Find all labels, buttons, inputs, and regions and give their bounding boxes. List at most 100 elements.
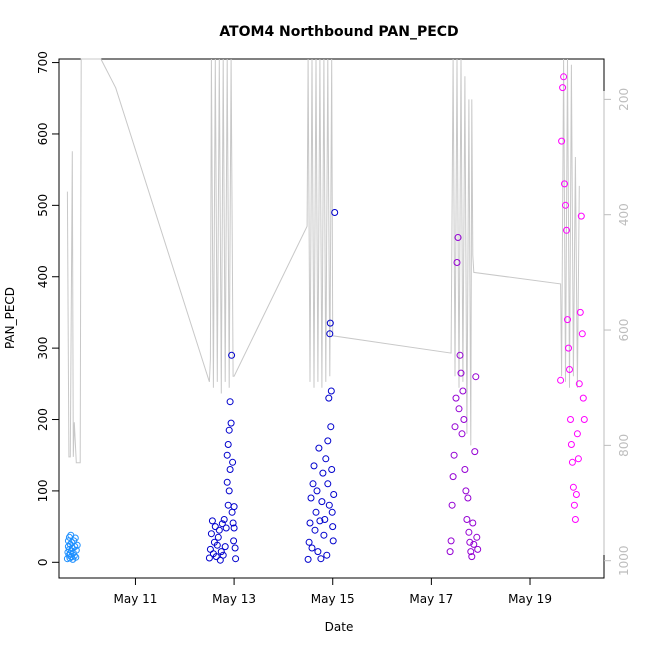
data-point — [225, 487, 233, 495]
data-point — [312, 508, 320, 516]
data-point — [214, 533, 222, 541]
data-point — [469, 519, 477, 527]
data-point — [227, 419, 235, 427]
data-point — [222, 524, 230, 532]
data-point — [452, 394, 460, 402]
data-point — [465, 528, 473, 536]
data-point — [230, 503, 238, 511]
y-tick-label: 700 — [36, 51, 50, 74]
data-point — [578, 330, 586, 338]
data-point — [330, 491, 338, 498]
data-point — [472, 373, 480, 381]
data-point — [573, 430, 581, 438]
data-point — [232, 555, 240, 563]
data-point — [328, 508, 336, 516]
data-point — [207, 530, 215, 538]
data-point — [228, 351, 236, 359]
data-point — [304, 555, 312, 563]
x-axis-label: Date — [325, 620, 354, 634]
chart-title: ATOM4 Northbound PAN_PECD — [219, 24, 458, 40]
y-tick-label: 100 — [36, 479, 50, 502]
data-point — [229, 458, 237, 466]
data-point — [329, 537, 337, 545]
y-axis: 0 100 200 300 400 500 600 700 — [36, 51, 60, 566]
data-point — [569, 483, 577, 491]
data-point — [221, 543, 229, 551]
data-point — [325, 394, 333, 402]
data-point — [311, 526, 319, 534]
data-point — [558, 137, 566, 145]
data-point — [206, 545, 214, 553]
data-point — [455, 405, 463, 413]
data-point — [557, 376, 565, 384]
data-point — [307, 494, 315, 502]
data-point — [579, 394, 587, 402]
data-point — [473, 533, 481, 541]
y-tick-label: 300 — [36, 337, 50, 360]
data-point — [324, 437, 332, 445]
data-point — [327, 387, 335, 395]
data-point — [223, 478, 231, 486]
data-point — [317, 555, 325, 563]
data-point — [568, 458, 576, 466]
data-point — [208, 517, 216, 525]
data-point — [570, 501, 578, 509]
data-point — [448, 501, 456, 509]
data-point — [331, 209, 339, 216]
data-point — [326, 319, 334, 327]
data-point — [230, 524, 238, 532]
y-tick-label: 500 — [36, 194, 50, 217]
x-tick-label: May 17 — [409, 592, 453, 606]
secondary-y-tick-label: 400 — [617, 203, 631, 226]
data-point — [450, 451, 458, 459]
data-point — [463, 516, 471, 523]
data-point — [325, 501, 333, 509]
data-point — [464, 494, 472, 502]
data-point — [226, 398, 234, 406]
data-point — [576, 308, 584, 316]
y-axis-label: PAN_PECD — [3, 287, 17, 349]
data-point — [457, 369, 465, 377]
secondary-y-tick-label: 600 — [617, 319, 631, 342]
y-tick-label: 400 — [36, 265, 50, 288]
data-point — [320, 531, 328, 539]
data-point — [309, 480, 317, 488]
data-point — [459, 387, 467, 395]
data-point — [318, 498, 326, 506]
data-point — [316, 517, 324, 525]
data-point — [468, 553, 476, 561]
data-point — [566, 366, 573, 373]
data-point — [321, 516, 329, 523]
data-point — [447, 537, 455, 545]
data-point — [462, 487, 470, 495]
x-axis: May 11 May 13 May 15 May 17 May 19 — [113, 577, 555, 606]
data-point — [563, 226, 570, 234]
data-point — [453, 259, 461, 266]
data-point — [212, 553, 220, 561]
data-point — [230, 537, 238, 545]
data-point — [458, 430, 466, 438]
data-point — [310, 462, 318, 470]
data-point — [305, 538, 313, 546]
y-tick-label: 600 — [36, 123, 50, 146]
y-tick-label: 200 — [36, 408, 50, 431]
data-point — [224, 441, 232, 448]
data-point — [218, 520, 226, 528]
x-tick-label: May 19 — [508, 592, 552, 606]
data-point — [561, 180, 568, 188]
data-point — [71, 534, 79, 542]
data-point — [461, 466, 469, 473]
data-point — [319, 469, 327, 477]
overlay-line-group — [66, 58, 580, 464]
data-point — [226, 466, 234, 473]
secondary-y-tick-label: 200 — [617, 88, 631, 111]
data-point — [308, 544, 316, 552]
data-point — [474, 545, 482, 553]
data-point — [322, 455, 330, 463]
points-group — [63, 73, 588, 564]
data-point — [580, 416, 588, 423]
data-point — [559, 84, 567, 92]
secondary-y-tick-label: 800 — [617, 434, 631, 457]
data-point — [211, 523, 219, 531]
